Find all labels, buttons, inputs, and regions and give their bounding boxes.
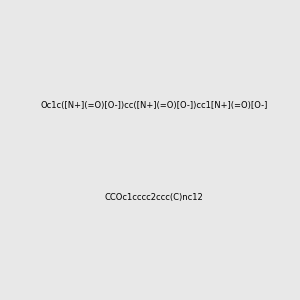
Text: CCOc1cccc2ccc(C)nc12: CCOc1cccc2ccc(C)nc12	[104, 193, 203, 202]
Text: Oc1c([N+](=O)[O-])cc([N+](=O)[O-])cc1[N+](=O)[O-]: Oc1c([N+](=O)[O-])cc([N+](=O)[O-])cc1[N+…	[40, 101, 267, 110]
